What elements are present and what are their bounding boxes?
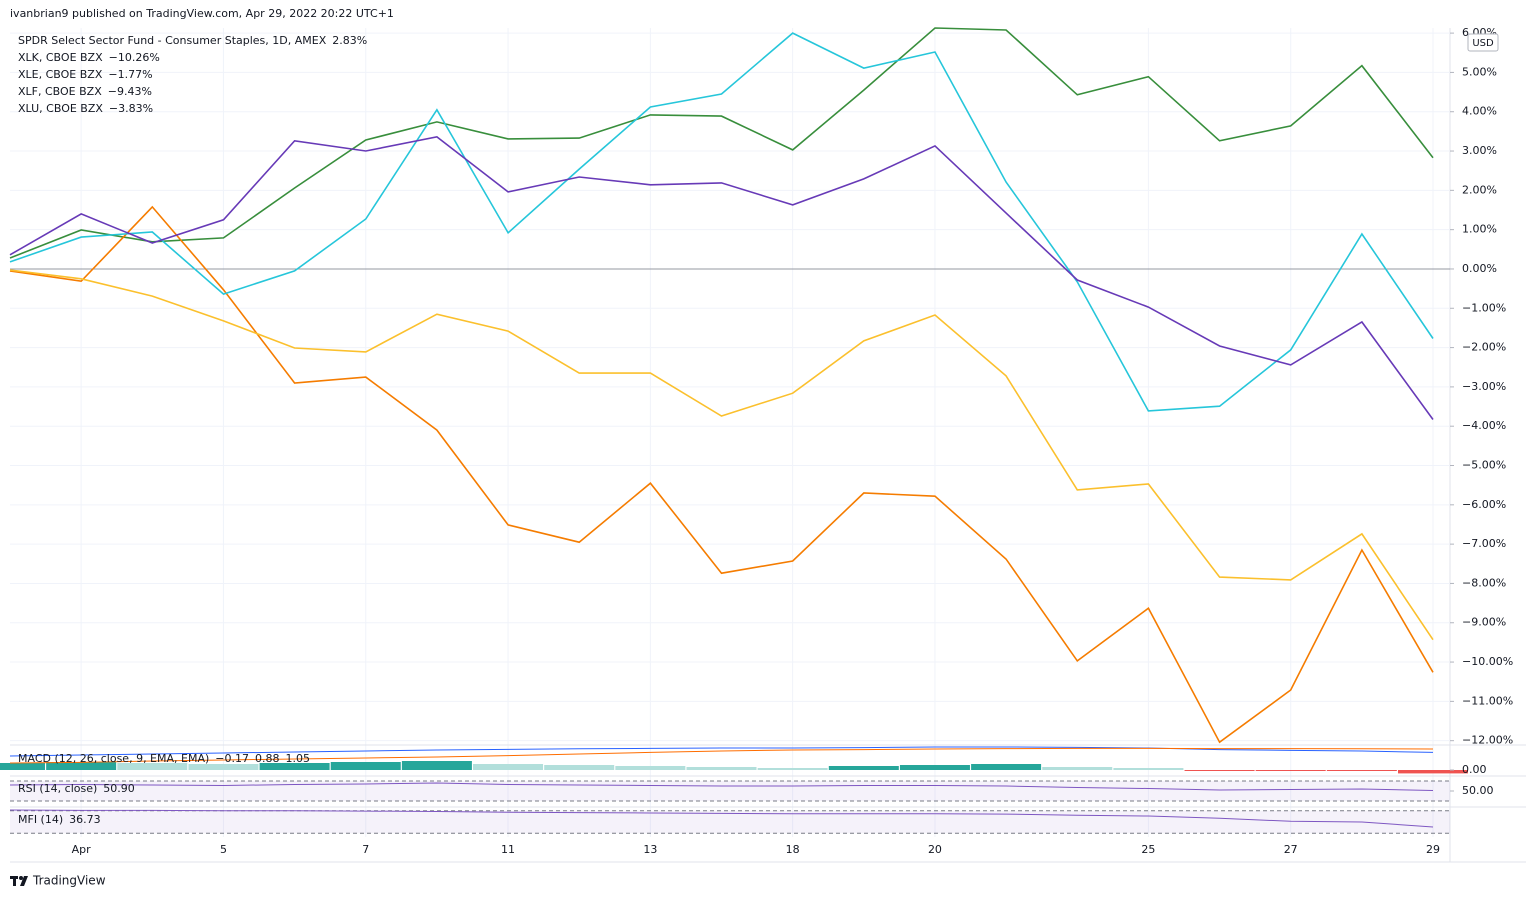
y-tick-label: −7.00%: [1462, 537, 1506, 550]
x-tick-label: 20: [928, 843, 942, 856]
legend-label: −3.83%: [109, 102, 153, 115]
histogram-bar: [757, 768, 828, 770]
legend-label: XLU, CBOE BZX: [18, 102, 103, 115]
y-tick-label: 0.00: [1462, 763, 1487, 776]
band-background: [10, 810, 1450, 834]
y-tick-label: −6.00%: [1462, 498, 1506, 511]
legend-label: 1.05: [286, 752, 311, 765]
histogram-bar: [828, 766, 899, 770]
y-tick-label: 2.00%: [1462, 183, 1497, 196]
y-tick-label: −10.00%: [1462, 655, 1513, 668]
histogram-bar: [117, 763, 188, 770]
legend-label: 2.83%: [332, 34, 367, 47]
y-tick-label: −9.00%: [1462, 616, 1506, 629]
y-tick-label: −2.00%: [1462, 341, 1506, 354]
x-tick-label: 5: [220, 843, 227, 856]
legend-label: MACD (12, 26, close, 9, EMA, EMA): [18, 752, 209, 765]
histogram-bar: [1113, 768, 1184, 770]
brand-logo: [10, 876, 28, 886]
mfi-line: [9, 809, 1434, 828]
x-tick-label: 18: [786, 843, 800, 856]
y-tick-label: 50.00: [1462, 784, 1494, 797]
x-tick-label: 25: [1141, 843, 1155, 856]
histogram-bar: [1326, 770, 1397, 771]
y-tick-label: 4.00%: [1462, 105, 1497, 118]
y-tick-label: 0.00%: [1462, 262, 1497, 275]
histogram-bar: [0, 763, 45, 770]
legend-label: −0.17: [215, 752, 249, 765]
legend-label: XLE, CBOE BZX: [18, 68, 103, 81]
y-tick-label: −12.00%: [1462, 734, 1513, 747]
legend-label: SPDR Select Sector Fund - Consumer Stapl…: [18, 34, 327, 47]
y-tick-label: −11.00%: [1462, 694, 1513, 707]
legend-label: XLF, CBOE BZX: [18, 85, 102, 98]
legend-label: 36.73: [69, 813, 101, 826]
y-tick-label: −1.00%: [1462, 301, 1506, 314]
histogram-bar: [330, 762, 401, 770]
histogram-bar: [899, 765, 970, 770]
x-tick-label: 11: [501, 843, 515, 856]
y-tick-label: −3.00%: [1462, 380, 1506, 393]
histogram-bar: [1042, 767, 1113, 770]
series-line: [9, 205, 1434, 744]
legend-label: −9.43%: [108, 85, 152, 98]
histogram-bar: [188, 764, 259, 770]
legend-label: XLK, CBOE BZX: [18, 51, 103, 64]
legend-label: MFI (14): [18, 813, 63, 826]
y-tick-label: 5.00%: [1462, 65, 1497, 78]
histogram-bar: [615, 766, 686, 770]
histogram-bar: [544, 765, 615, 770]
currency-label: USD: [1472, 38, 1494, 49]
histogram-bar: [971, 764, 1042, 770]
band-background: [10, 781, 1450, 801]
histogram-bar: [259, 763, 330, 770]
y-tick-label: −8.00%: [1462, 576, 1506, 589]
series-line: [9, 136, 1434, 420]
histogram-bar: [46, 762, 117, 770]
legend-label: −10.26%: [109, 51, 160, 64]
histogram-bar: [401, 761, 472, 770]
legend-label: −1.77%: [108, 68, 152, 81]
legend-label: 0.88: [255, 752, 280, 765]
series-line: [9, 269, 1434, 641]
y-tick-label: 3.00%: [1462, 144, 1497, 157]
rsi-line: [9, 782, 1434, 791]
currency-badge: [1467, 33, 1499, 52]
y-tick-label: −4.00%: [1462, 419, 1506, 432]
histogram-bar: [1398, 770, 1468, 774]
histogram-bar: [686, 767, 757, 770]
published-note: ivanbrian9 published on TradingView.com,…: [10, 7, 394, 20]
histogram-bar: [1184, 770, 1255, 771]
legend-label: 50.90: [103, 782, 135, 795]
x-tick-label: 13: [643, 843, 657, 856]
legend-label: RSI (14, close): [18, 782, 97, 795]
series-line: [9, 32, 1434, 412]
histogram-bar: [1255, 770, 1326, 771]
histogram-bar: [473, 764, 544, 770]
signal-line: [9, 747, 1434, 764]
series-line: [9, 27, 1434, 259]
macd-line: [9, 746, 1434, 757]
y-tick-label: 1.00%: [1462, 223, 1497, 236]
x-tick-label: 7: [362, 843, 369, 856]
x-tick-label: Apr: [72, 843, 92, 856]
x-tick-label: 27: [1284, 843, 1298, 856]
y-tick-label: −5.00%: [1462, 459, 1506, 472]
brand: TradingView: [32, 874, 106, 888]
x-tick-label: 29: [1426, 843, 1440, 856]
